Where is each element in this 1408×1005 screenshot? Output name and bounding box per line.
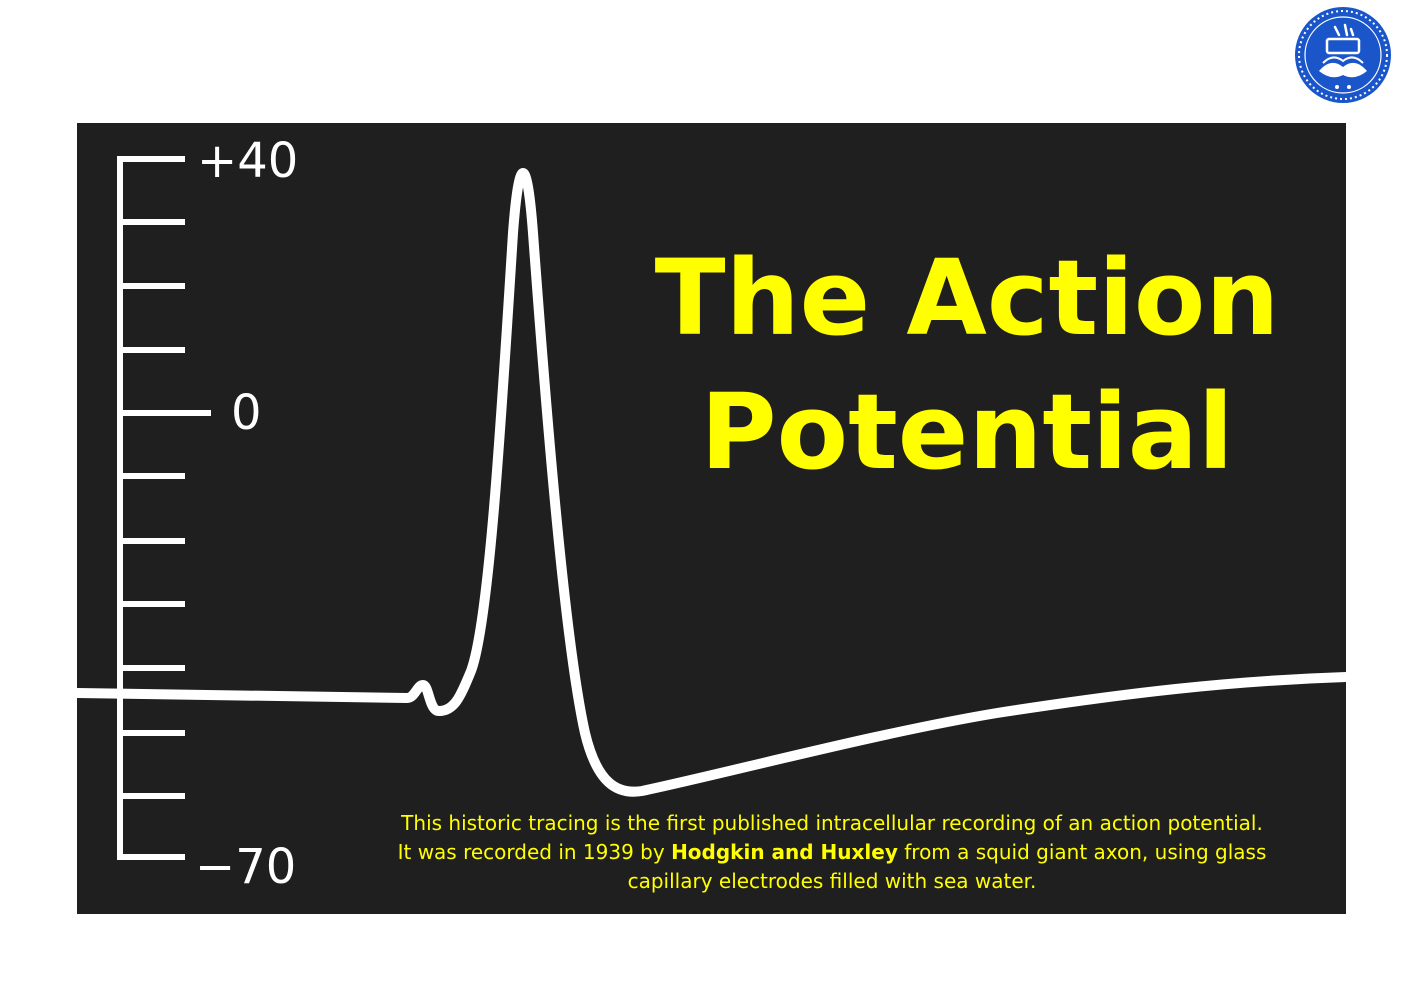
caption-line3: capillary electrodes filled with sea wat… bbox=[627, 869, 1037, 893]
action-potential-curve bbox=[77, 168, 1346, 797]
oscilloscope-trace bbox=[77, 156, 1346, 860]
figure-caption: This historic tracing is the first publi… bbox=[332, 809, 1332, 896]
scale-label-plus40: +40 bbox=[197, 133, 299, 189]
slide-title: The Action Potential bbox=[637, 231, 1297, 499]
voltage-scale-ruler bbox=[117, 156, 211, 860]
university-logo-icon bbox=[1295, 7, 1391, 103]
slide-title-line1: The Action bbox=[654, 237, 1280, 359]
caption-line2: It was recorded in 1939 by Hodgkin and H… bbox=[332, 838, 1332, 867]
slide-title-line2: Potential bbox=[700, 371, 1234, 493]
scale-label-minus70: −70 bbox=[195, 839, 297, 895]
scale-label-zero: 0 bbox=[231, 385, 262, 441]
action-potential-figure: +40 0 −70 The Action Potential This hist… bbox=[77, 123, 1346, 914]
caption-line2-after: from a squid giant axon, using glass bbox=[904, 840, 1267, 864]
caption-line2-before: It was recorded in 1939 by bbox=[397, 840, 665, 864]
caption-authors: Hodgkin and Huxley bbox=[671, 840, 898, 864]
caption-line1: This historic tracing is the first publi… bbox=[401, 811, 1263, 835]
